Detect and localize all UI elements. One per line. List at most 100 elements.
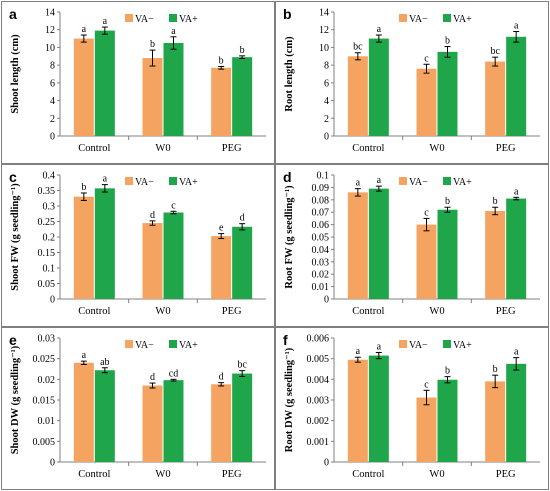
y-tick-label: 0.35 <box>38 186 56 197</box>
significance-letter: cd <box>169 368 178 379</box>
significance-letter: a <box>171 26 176 37</box>
y-tick-label: 0 <box>324 132 329 143</box>
y-tick-label: 4 <box>50 96 55 107</box>
y-tick-label: 0.004 <box>307 375 330 386</box>
bar-va-minus <box>416 68 437 136</box>
y-tick-label: 8 <box>50 61 55 72</box>
y-tick-label: 0.003 <box>307 396 330 407</box>
x-tick-label: PEG <box>496 306 516 317</box>
legend-swatch <box>443 177 451 185</box>
bar-va-plus <box>232 57 253 136</box>
y-tick-label: 0.005 <box>33 437 56 448</box>
y-tick-label: 4 <box>324 96 329 107</box>
panel-c: c 0 0.05 0.1 0.15 0.2 0.25 0.3 0.35 0.4 Shoot FW … <box>1 164 275 327</box>
significance-letter: a <box>377 341 382 352</box>
x-tick-label: PEG <box>222 143 242 154</box>
y-tick-label: 0.09 <box>312 183 330 194</box>
y-tick-label: 0.4 <box>43 171 56 182</box>
significance-letter: bc <box>490 46 500 57</box>
bar-va-minus <box>416 397 437 462</box>
panel-f: f 0 0.001 0.002 0.003 0.004 0.005 0.006 Root DW… <box>275 327 549 490</box>
significance-letter: bc <box>353 42 363 53</box>
legend-label: VA+ <box>179 14 198 25</box>
bar-va-plus <box>437 379 458 462</box>
y-tick-label: 0 <box>50 295 55 306</box>
significance-letter: a <box>103 16 108 27</box>
significance-letter: c <box>424 207 429 218</box>
bar-va-plus <box>163 380 184 462</box>
y-tick-label: 0.005 <box>307 354 330 365</box>
y-tick-label: 0.03 <box>312 257 330 268</box>
panel-letter: e <box>9 332 17 348</box>
significance-letter: a <box>514 186 519 197</box>
legend-label: VA− <box>409 340 428 351</box>
bar-va-plus <box>506 198 527 299</box>
bar-va-plus <box>368 38 389 137</box>
significance-letter: c <box>171 200 176 211</box>
significance-letter: a <box>377 24 382 35</box>
y-tick-label: 0.25 <box>38 217 56 228</box>
significance-letter: b <box>445 36 450 47</box>
y-tick-label: 0.01 <box>312 282 330 293</box>
significance-letter: ab <box>100 357 109 368</box>
bar-va-minus <box>416 224 437 299</box>
bar-va-plus <box>94 30 115 137</box>
x-tick-label: W0 <box>155 143 170 154</box>
significance-letter: a <box>356 178 361 189</box>
bar-va-minus <box>73 362 94 462</box>
bar-va-plus <box>232 373 253 462</box>
bar-va-minus <box>211 67 232 136</box>
y-tick-label: 0 <box>324 458 329 469</box>
legend-swatch <box>399 177 407 185</box>
legend-label: VA− <box>409 177 428 188</box>
legend-label: VA+ <box>453 340 472 351</box>
legend-label: VA− <box>409 14 428 25</box>
chart-svg: 0 2 4 6 8 10 12 14 Shoot length (cm) Control a a W0 b… <box>10 8 266 154</box>
bar-va-minus <box>347 359 368 462</box>
significance-letter: c <box>424 53 429 64</box>
y-tick-label: 0.01 <box>38 416 56 427</box>
y-tick-label: 10 <box>45 43 55 54</box>
bar-va-plus <box>506 36 527 136</box>
chart-svg: 0 0.010.02 0.030.040.05 0.060.07 0.080.090.1… <box>284 171 540 317</box>
bar-va-plus <box>94 188 115 299</box>
significance-letter: b <box>81 182 86 193</box>
bar-va-plus <box>163 212 184 299</box>
chart-svg: 0 2 4 6 8 10 12 14 Root length (cm) Control bc a W0 c… <box>284 8 540 154</box>
bar-va-plus <box>437 209 458 299</box>
y-tick-label: 0.08 <box>312 195 330 206</box>
y-tick-label: 0.07 <box>312 208 330 219</box>
chart-svg: 0 0.001 0.002 0.003 0.004 0.005 0.006 Root DW (… <box>284 334 540 480</box>
legend-swatch <box>399 14 407 22</box>
significance-letter: b <box>240 45 245 56</box>
bar-va-minus <box>347 56 368 136</box>
significance-letter: a <box>82 24 87 35</box>
y-tick-label: 6 <box>324 78 329 89</box>
y-tick-label: 0.3 <box>43 202 56 213</box>
x-tick-label: Control <box>78 143 110 154</box>
x-tick-label: W0 <box>429 143 444 154</box>
significance-letter: a <box>514 20 519 31</box>
legend-swatch <box>169 340 177 348</box>
x-tick-label: W0 <box>155 469 170 480</box>
y-tick-label: 0 <box>324 295 329 306</box>
panel-letter: f <box>283 332 288 348</box>
significance-letter: bc <box>237 360 247 371</box>
bar-va-minus <box>211 236 232 299</box>
x-tick-label: Control <box>352 469 384 480</box>
y-tick-label: 12 <box>45 25 55 36</box>
chart-svg: 0 0.05 0.1 0.15 0.2 0.25 0.3 0.35 0.4 Shoot FW (g… <box>10 171 266 317</box>
bar-va-minus <box>142 385 163 462</box>
x-tick-label: W0 <box>429 306 444 317</box>
y-tick-label: 0 <box>50 458 55 469</box>
significance-letter: b <box>493 196 498 207</box>
bar-va-minus <box>347 192 368 299</box>
legend-swatch <box>443 340 451 348</box>
panel-letter: c <box>9 169 17 185</box>
legend-swatch <box>125 177 133 185</box>
bar-va-minus <box>142 58 163 136</box>
bar-va-minus <box>73 38 94 137</box>
y-tick-label: 8 <box>324 61 329 72</box>
legend-label: VA+ <box>453 14 472 25</box>
y-tick-label: 0.05 <box>312 233 330 244</box>
